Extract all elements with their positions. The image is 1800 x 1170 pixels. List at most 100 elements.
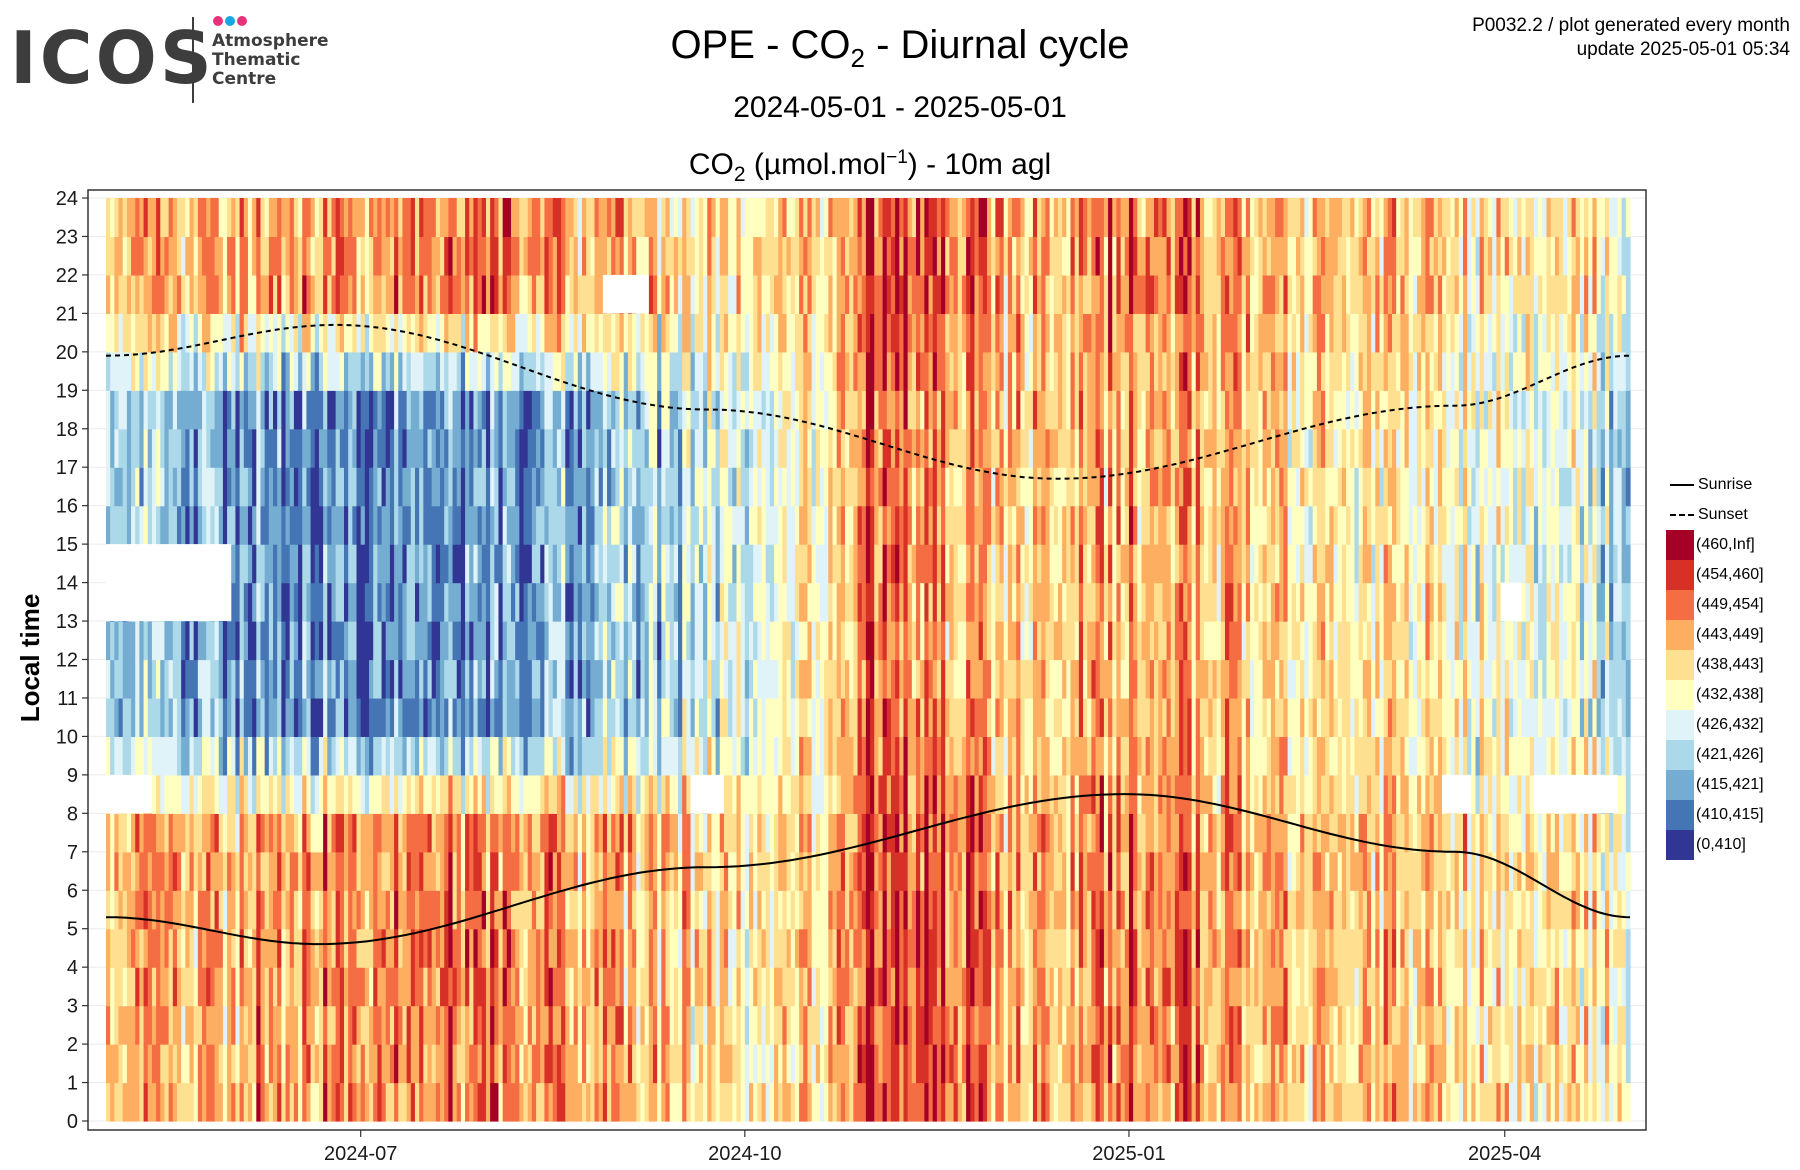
heatmap-cell — [615, 736, 621, 776]
heatmap-cell — [673, 313, 679, 353]
heatmap-cell — [519, 1005, 525, 1045]
heatmap-cell — [193, 313, 199, 353]
heatmap-cell — [678, 928, 683, 968]
heatmap-cell — [394, 774, 399, 814]
heatmap-cell — [494, 390, 500, 430]
heatmap-cell — [343, 351, 349, 391]
heatmap-cell — [260, 967, 266, 1007]
heatmap-cell — [469, 774, 475, 814]
heatmap-cell — [118, 390, 124, 430]
heatmap-cell — [352, 851, 358, 891]
heatmap-cell — [740, 928, 746, 968]
heatmap-cell — [302, 967, 308, 1007]
heatmap-cell — [561, 697, 566, 738]
heatmap-cell — [769, 198, 775, 238]
heatmap-cell — [907, 428, 913, 468]
heatmap-cell — [343, 544, 349, 584]
heatmap-cell — [239, 351, 245, 391]
heatmap-cell — [832, 467, 838, 507]
heatmap-cell — [953, 1044, 959, 1084]
heatmap-cell — [882, 236, 888, 276]
heatmap-cell — [607, 967, 612, 1007]
heatmap-cell — [469, 428, 475, 468]
heatmap-cell — [490, 851, 495, 891]
heatmap-cell — [707, 274, 713, 314]
heatmap-cell — [615, 505, 621, 545]
heatmap-cell — [143, 736, 149, 776]
heatmap-cell — [302, 236, 308, 276]
heatmap-cell — [627, 390, 633, 430]
heatmap-cell — [736, 428, 742, 468]
heatmap-cell — [623, 659, 629, 699]
heatmap-cell — [703, 851, 708, 891]
heatmap-cell — [928, 582, 934, 622]
heatmap-cell — [181, 390, 186, 430]
heatmap-cell — [402, 851, 408, 891]
heatmap-cell — [440, 928, 445, 968]
heatmap-cell — [753, 313, 758, 353]
heatmap-cell — [331, 1044, 337, 1084]
heatmap-cell — [369, 274, 374, 314]
heatmap-cell — [197, 774, 203, 814]
heatmap-cell — [410, 544, 416, 584]
heatmap-cell — [452, 198, 458, 238]
heatmap-cell — [736, 851, 742, 891]
heatmap-cell — [928, 813, 934, 853]
heatmap-cell — [895, 1005, 900, 1045]
heatmap-cell — [899, 351, 905, 391]
heatmap-cell — [607, 697, 612, 738]
heatmap-cell — [632, 774, 637, 814]
heatmap-cell — [506, 313, 512, 353]
heatmap-cell — [335, 313, 341, 353]
heatmap-cell — [214, 1082, 220, 1122]
heatmap-cell — [753, 1044, 758, 1084]
heatmap-cell — [164, 467, 170, 507]
heatmap-cell — [819, 697, 825, 738]
heatmap-cell — [147, 928, 153, 968]
heatmap-cell — [331, 621, 337, 661]
heatmap-cell — [431, 467, 437, 507]
heatmap-cell — [156, 351, 161, 391]
heatmap-cell — [339, 313, 345, 353]
heatmap-cell — [247, 890, 253, 930]
heatmap-cell — [920, 928, 925, 968]
heatmap-cell — [185, 390, 191, 430]
heatmap-cell — [110, 505, 115, 545]
heatmap-cell — [527, 351, 533, 391]
heatmap-cell — [644, 1082, 650, 1122]
heatmap-cell — [410, 1082, 416, 1122]
heatmap-cell — [769, 1005, 775, 1045]
heatmap-cell — [715, 928, 721, 968]
heatmap-cell — [648, 659, 654, 699]
heatmap-cell — [790, 967, 796, 1007]
heatmap-cell — [936, 544, 942, 584]
heatmap-cell — [936, 659, 942, 699]
heatmap-cell — [648, 1082, 654, 1122]
heatmap-cell — [840, 236, 846, 276]
heatmap-cell — [373, 274, 378, 314]
heatmap-cell — [899, 313, 905, 353]
heatmap-cell — [448, 313, 454, 353]
heatmap-cell — [398, 659, 404, 699]
heatmap-cell — [590, 1044, 596, 1084]
heatmap-cell — [911, 428, 917, 468]
heatmap-cell — [143, 890, 149, 930]
heatmap-cell — [531, 1082, 537, 1122]
heatmap-cell — [782, 659, 788, 699]
heatmap-cell — [306, 428, 312, 468]
heatmap-cell — [899, 274, 905, 314]
heatmap-cell — [406, 274, 412, 314]
heatmap-cell — [540, 890, 546, 930]
heatmap-cell — [273, 236, 278, 276]
heatmap-cell — [895, 313, 900, 353]
date-range-subtitle: 2024-05-01 - 2025-05-01 — [733, 91, 1067, 124]
heatmap-cell — [210, 467, 216, 507]
heatmap-cell — [302, 1082, 308, 1122]
heatmap-cell — [231, 351, 237, 391]
heatmap-cell — [573, 428, 579, 468]
heatmap-cell — [782, 736, 788, 776]
heatmap-cell — [577, 313, 583, 353]
heatmap-cell — [895, 1044, 900, 1084]
heatmap-cell — [632, 890, 637, 930]
heatmap-cell — [836, 198, 842, 238]
